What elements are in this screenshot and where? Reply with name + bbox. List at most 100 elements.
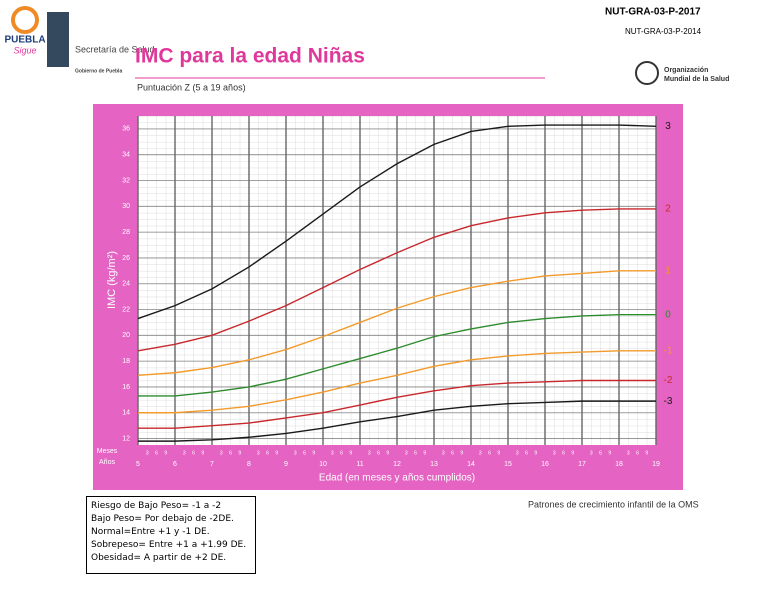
- month-tick-label: 6: [599, 450, 602, 456]
- x-tick-label: 11: [356, 461, 363, 468]
- note: Riesgo de Bajo Peso= -1 a -2: [91, 501, 222, 511]
- month-tick-label: 3: [331, 450, 334, 456]
- month-tick-label: 3: [553, 450, 556, 456]
- series-label: -3: [664, 396, 673, 407]
- doc-code-old: NUT-GRA-03-P-2014: [625, 27, 702, 36]
- series-label: -2: [664, 375, 673, 386]
- month-tick-label: 3: [479, 450, 482, 456]
- y-tick-label: 16: [122, 384, 130, 391]
- month-tick-label: 6: [377, 450, 380, 456]
- month-tick-label: 3: [590, 450, 593, 456]
- who-name: Mundial de la Salud: [664, 76, 729, 83]
- note: Bajo Peso= Por debajo de -2DE.: [91, 514, 234, 524]
- notes-box: Riesgo de Bajo Peso= -1 a -2 Bajo Peso= …: [86, 496, 256, 574]
- month-tick-label: 6: [303, 450, 306, 456]
- month-tick-label: 6: [525, 450, 528, 456]
- z-score-line: [138, 379, 656, 429]
- x-tick-label: 12: [393, 461, 401, 468]
- y-axis-title: IMC (kg/m²): [106, 251, 118, 309]
- x-tick-label: 5: [136, 461, 140, 468]
- month-tick-label: 9: [349, 450, 352, 456]
- z-score-line: [137, 208, 656, 352]
- month-tick-label: 3: [183, 450, 186, 456]
- y-tick-label: 32: [122, 177, 130, 184]
- y-tick-label: 30: [122, 203, 130, 210]
- z-score-line: [137, 270, 656, 377]
- y-tick-label: 24: [122, 281, 130, 288]
- y-tick-label: 26: [122, 255, 130, 262]
- y2-tick-label: 22: [686, 306, 694, 313]
- series-label: 3: [665, 121, 671, 132]
- y2-tick-label: 18: [686, 358, 694, 365]
- x-axis-title: Edad (en meses y años cumplidos): [319, 473, 475, 484]
- y2-tick-label: 36: [686, 126, 694, 133]
- month-tick-label: 6: [340, 450, 343, 456]
- month-tick-label: 9: [534, 450, 537, 456]
- y2-tick-label: 32: [686, 177, 694, 184]
- x-tick-label: 15: [504, 461, 512, 468]
- note: Normal=Entre +1 y -1 DE.: [91, 527, 210, 537]
- who-logo: [635, 61, 659, 85]
- y2-tick-label: 12: [686, 435, 694, 442]
- y2-tick-label: 26: [686, 255, 694, 262]
- z-score-line: [138, 400, 656, 442]
- note: Obesidad= A partir de +2 DE.: [91, 553, 227, 563]
- x-tick-label: 16: [541, 461, 549, 468]
- age-label: Meses: [97, 448, 118, 455]
- series-label: -1: [664, 345, 673, 356]
- x-tick-label: 7: [210, 461, 214, 468]
- y-tick-label: 34: [122, 152, 130, 159]
- logo-emblem: [47, 12, 69, 67]
- month-tick-label: 3: [368, 450, 371, 456]
- month-tick-label: 9: [164, 450, 167, 456]
- z-score-line: [138, 313, 656, 397]
- month-tick-label: 3: [220, 450, 223, 456]
- y2-tick-label: 30: [686, 203, 694, 210]
- month-tick-label: 6: [155, 450, 158, 456]
- x-tick-label: 13: [430, 461, 438, 468]
- month-tick-label: 9: [460, 450, 463, 456]
- y-tick-label: 12: [122, 435, 130, 442]
- age-label: Años: [99, 459, 115, 466]
- logo-sub: Sigue: [13, 45, 36, 55]
- x-tick-label: 14: [467, 461, 475, 468]
- month-tick-label: 6: [192, 450, 195, 456]
- y-tick-label: 18: [122, 358, 130, 365]
- y2-tick-label: 34: [686, 152, 694, 159]
- month-tick-label: 9: [571, 450, 574, 456]
- series-label: 0: [665, 309, 671, 320]
- month-tick-label: 6: [414, 450, 417, 456]
- x-tick-label: 19: [652, 461, 660, 468]
- y-tick-label: 20: [122, 332, 130, 339]
- x-tick-label: 17: [578, 461, 586, 468]
- y-tick-label: 14: [122, 410, 130, 417]
- month-tick-label: 3: [442, 450, 445, 456]
- logo-ring: [11, 6, 39, 34]
- doc-code: NUT-GRA-03-P-2017: [605, 7, 701, 18]
- y2-tick-label: 14: [686, 410, 694, 417]
- month-tick-label: 6: [451, 450, 454, 456]
- month-tick-label: 3: [627, 450, 630, 456]
- month-tick-label: 3: [294, 450, 297, 456]
- month-tick-label: 3: [257, 450, 260, 456]
- month-tick-label: 3: [146, 450, 149, 456]
- series-label: 1: [665, 265, 671, 276]
- x-tick-label: 9: [284, 461, 288, 468]
- month-tick-label: 6: [488, 450, 491, 456]
- month-tick-label: 9: [608, 450, 611, 456]
- month-tick-label: 6: [229, 450, 232, 456]
- y-tick-label: 22: [122, 306, 130, 313]
- agency-sub: Gobierno de Puebla: [75, 68, 122, 74]
- y2-tick-label: 16: [686, 384, 694, 391]
- chart-title: IMC para la edad Niñas: [135, 45, 365, 68]
- month-tick-label: 3: [516, 450, 519, 456]
- month-tick-label: 9: [645, 450, 648, 456]
- z-score-line: [138, 350, 656, 414]
- month-tick-label: 6: [562, 450, 565, 456]
- note: Sobrepeso= Entre +1 a +1.99 DE.: [91, 540, 247, 550]
- y2-tick-label: 24: [686, 281, 694, 288]
- source: Patrones de crecimiento infantil de la O…: [528, 499, 699, 509]
- chart-subtitle: Puntuación Z (5 a 19 años): [137, 82, 246, 92]
